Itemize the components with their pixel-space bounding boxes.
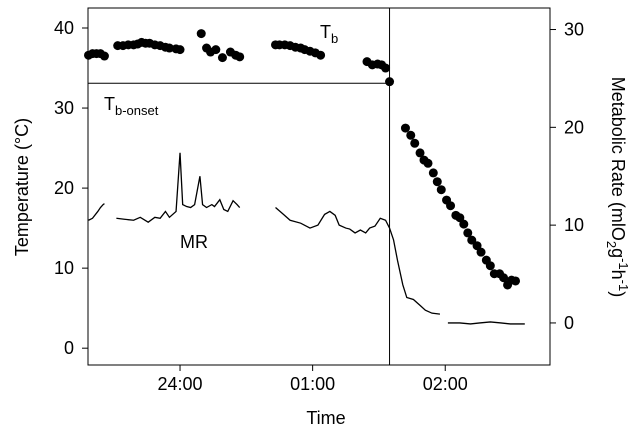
label-part: 2 xyxy=(604,241,619,248)
tb-point xyxy=(467,235,477,245)
annotation-part: T xyxy=(320,22,331,42)
x-tick-label: 01:00 xyxy=(290,374,335,394)
y2-axis-label: Metabolic Rate (mlO2g-1h-1) xyxy=(604,77,631,297)
label-part: -1 xyxy=(616,280,631,292)
plot-frame xyxy=(87,7,551,366)
tb-point xyxy=(99,51,109,61)
tb-point xyxy=(511,276,521,286)
y2-tick-label: 10 xyxy=(564,215,584,235)
y-tick-label: 20 xyxy=(54,178,74,198)
y-axis-label: Temperature (°C) xyxy=(12,118,32,256)
tb-point xyxy=(211,45,221,55)
y2-tick-label: 0 xyxy=(564,313,574,333)
tb-point xyxy=(476,247,486,257)
label-part: g xyxy=(608,248,628,258)
annotation-part: b xyxy=(331,31,338,46)
tb-point xyxy=(463,228,473,238)
tb-point xyxy=(432,177,442,187)
annotation-part: T xyxy=(104,94,115,114)
tb-point xyxy=(499,273,509,283)
tb-point xyxy=(196,29,206,39)
tb-point xyxy=(235,52,245,62)
tb-point xyxy=(485,261,495,271)
tb-point xyxy=(175,45,185,55)
annotation-part: b-onset xyxy=(115,103,159,118)
annotation-tb: Tb xyxy=(320,22,338,46)
tb-point xyxy=(459,219,469,229)
tb-point xyxy=(217,53,227,63)
tb-point xyxy=(446,201,456,211)
x-axis-label: Time xyxy=(306,408,345,428)
tb-point xyxy=(423,158,433,168)
tb-point xyxy=(428,168,438,178)
tb-point xyxy=(410,138,420,148)
tb-point xyxy=(385,77,395,87)
y-tick-label: 10 xyxy=(54,258,74,278)
label-part: -1 xyxy=(616,258,631,270)
x-tick-label: 24:00 xyxy=(158,374,203,394)
y-tick-label: 40 xyxy=(54,18,74,38)
annotation-tb-onset: Tb-onset xyxy=(104,94,159,118)
y2-tick-label: 20 xyxy=(564,117,584,137)
tb-point xyxy=(400,123,410,133)
x-tick-label: 02:00 xyxy=(423,374,468,394)
y-tick-label: 0 xyxy=(64,338,74,358)
y-tick-label: 30 xyxy=(54,98,74,118)
y2-tick-label: 30 xyxy=(564,20,584,40)
label-part: Metabolic Rate (mlO xyxy=(608,77,628,241)
label-part: h xyxy=(608,270,628,280)
mr-line xyxy=(88,152,525,325)
tb-point xyxy=(381,63,391,73)
tb-point xyxy=(316,50,326,60)
annotation-mr: MR xyxy=(180,232,208,252)
tb-point xyxy=(415,148,425,158)
tb-point xyxy=(406,130,416,140)
tb-point xyxy=(164,43,174,53)
tb-point xyxy=(436,185,446,195)
label-part: ) xyxy=(608,291,628,297)
